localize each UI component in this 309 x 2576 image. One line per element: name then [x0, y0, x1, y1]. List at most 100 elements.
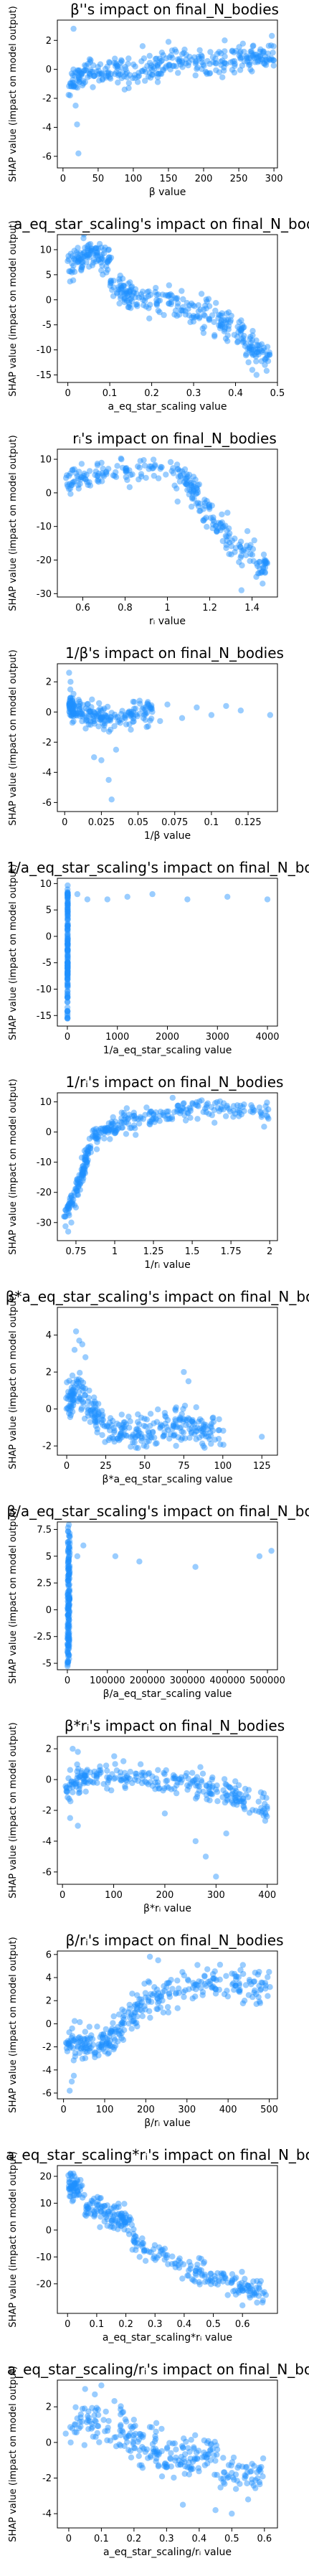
data-point — [243, 53, 249, 60]
data-point — [265, 1114, 271, 1121]
data-point — [65, 959, 71, 966]
data-point — [65, 1533, 72, 1539]
data-point — [206, 1980, 214, 1988]
data-point — [62, 474, 70, 481]
data-point — [178, 61, 184, 68]
x-tick-label: 300 — [265, 174, 283, 184]
data-point — [121, 299, 128, 306]
data-point — [152, 1440, 159, 1447]
data-point — [103, 2026, 109, 2033]
x-axis-label: β*rᵢ value — [143, 1903, 191, 1914]
data-point — [67, 2044, 73, 2051]
data-point — [239, 2463, 246, 2470]
data-point — [227, 317, 234, 324]
data-point — [64, 1008, 71, 1015]
data-point — [229, 1970, 235, 1977]
data-point — [216, 322, 222, 329]
data-point — [82, 1788, 89, 1795]
data-point — [234, 2288, 242, 2294]
data-point — [126, 467, 133, 474]
data-point — [85, 718, 92, 724]
data-point — [215, 1436, 222, 1442]
data-point — [146, 466, 152, 472]
data-point — [193, 59, 199, 65]
data-point — [139, 2465, 146, 2471]
data-point — [254, 349, 260, 355]
data-point — [225, 326, 232, 333]
data-point — [174, 300, 181, 306]
data-point — [65, 483, 71, 489]
data-point — [74, 473, 81, 479]
data-point — [194, 1793, 201, 1800]
data-point — [65, 1635, 71, 1642]
data-point — [84, 253, 91, 260]
data-point — [119, 1434, 125, 1440]
data-point — [113, 474, 120, 480]
data-point — [93, 68, 100, 75]
data-point — [130, 2439, 136, 2445]
data-point — [128, 713, 134, 720]
data-point — [244, 345, 251, 352]
data-point — [121, 86, 128, 93]
data-point — [179, 307, 185, 314]
data-point — [181, 1416, 189, 1423]
chart-title: β/a_eq_star_scaling's impact on final_N_… — [6, 1503, 309, 1520]
data-point — [82, 1156, 90, 1162]
data-point — [254, 349, 260, 355]
data-point — [194, 1424, 201, 1432]
data-point — [265, 1106, 272, 1113]
data-point — [236, 1113, 242, 1119]
data-point — [192, 476, 199, 483]
data-point — [253, 1990, 260, 1998]
data-point — [180, 2445, 186, 2451]
data-point — [78, 267, 85, 274]
data-point — [65, 1558, 72, 1564]
data-point — [158, 58, 164, 65]
data-point — [159, 66, 166, 73]
data-point — [153, 1117, 159, 1123]
data-point — [84, 245, 91, 252]
data-point — [225, 2462, 232, 2468]
data-point — [72, 2180, 78, 2186]
data-point — [232, 61, 238, 67]
data-point — [193, 1404, 199, 1411]
data-point — [98, 2031, 105, 2038]
y-tick-label: 4 — [46, 1330, 52, 1341]
data-point — [107, 280, 114, 286]
data-point — [142, 1994, 149, 2001]
data-point — [196, 1978, 202, 1985]
data-point — [108, 1422, 115, 1429]
data-point — [74, 2176, 80, 2183]
data-point — [120, 2016, 127, 2023]
data-point — [90, 259, 97, 266]
data-point — [190, 319, 197, 325]
data-point — [117, 2212, 124, 2219]
data-point — [158, 464, 164, 470]
data-point — [66, 1594, 73, 1602]
data-point — [237, 1798, 244, 1805]
data-point — [66, 2193, 73, 2200]
y-tick-label: -10 — [37, 1157, 52, 1168]
data-point — [141, 2445, 147, 2452]
data-point — [115, 1437, 123, 1444]
data-point — [86, 263, 92, 270]
data-point — [65, 1794, 71, 1800]
data-point — [108, 2027, 115, 2034]
x-axis-label: β value — [149, 187, 186, 198]
data-point — [209, 2278, 216, 2285]
data-point — [133, 301, 139, 308]
data-point — [234, 1102, 241, 1109]
data-point — [185, 1978, 191, 1984]
data-point — [173, 1990, 179, 1996]
data-point — [66, 1596, 73, 1602]
data-point — [127, 1125, 133, 1132]
data-point — [239, 321, 246, 329]
data-point — [164, 701, 171, 708]
data-point — [138, 2462, 145, 2468]
data-point — [152, 2433, 158, 2440]
data-point — [74, 2178, 81, 2184]
data-point — [237, 1967, 244, 1973]
data-point — [230, 1980, 237, 1987]
data-point — [93, 713, 100, 719]
data-point — [123, 1432, 129, 1439]
